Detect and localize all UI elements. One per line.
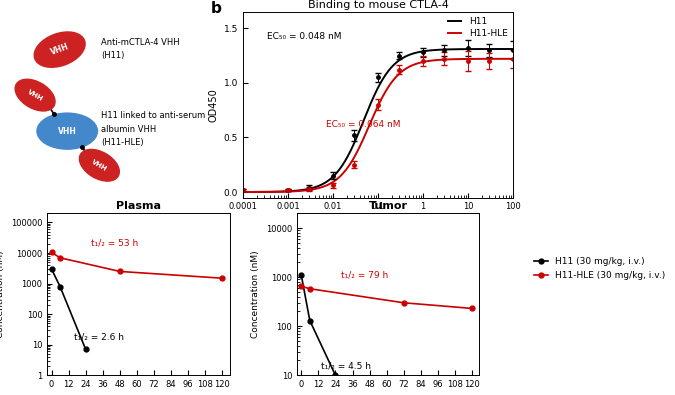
Text: (H11-HLE): (H11-HLE)	[101, 138, 144, 147]
Text: albumin VHH: albumin VHH	[101, 125, 157, 134]
Legend: H11 (30 mg/kg, i.v.), H11-HLE (30 mg/kg, i.v.): H11 (30 mg/kg, i.v.), H11-HLE (30 mg/kg,…	[533, 255, 667, 282]
Text: H11 linked to anti-serum: H11 linked to anti-serum	[101, 111, 205, 120]
Text: VHH: VHH	[49, 42, 70, 57]
Title: Plasma: Plasma	[116, 201, 161, 211]
Title: Tumor: Tumor	[369, 201, 408, 211]
Text: VHH: VHH	[58, 127, 77, 135]
Text: EC₅₀ = 0.064 nM: EC₅₀ = 0.064 nM	[326, 120, 400, 128]
Text: t₁/₂ = 2.6 h: t₁/₂ = 2.6 h	[74, 332, 124, 341]
Ellipse shape	[80, 149, 119, 181]
Legend: H11, H11-HLE: H11, H11-HLE	[447, 16, 508, 39]
Y-axis label: OD450: OD450	[208, 88, 218, 122]
Text: t₁/₂ = 4.5 h: t₁/₂ = 4.5 h	[321, 361, 371, 370]
Text: t₁/₂ = 79 h: t₁/₂ = 79 h	[341, 270, 388, 279]
Ellipse shape	[37, 113, 97, 149]
Y-axis label: Concentration (nM): Concentration (nM)	[251, 250, 261, 338]
Text: VHH: VHH	[26, 88, 44, 102]
Text: (H11): (H11)	[101, 51, 125, 60]
X-axis label: Concentration of drugs (nM): Concentration of drugs (nM)	[309, 217, 447, 227]
Text: b: b	[211, 1, 221, 16]
Ellipse shape	[15, 79, 55, 111]
Text: VHH: VHH	[90, 158, 108, 172]
Text: EC₅₀ = 0.048 nM: EC₅₀ = 0.048 nM	[267, 32, 342, 41]
Text: t₁/₂ = 53 h: t₁/₂ = 53 h	[91, 238, 138, 247]
Y-axis label: Concentration (nM): Concentration (nM)	[0, 250, 5, 338]
Ellipse shape	[34, 32, 85, 67]
Text: Anti-mCTLA-4 VHH: Anti-mCTLA-4 VHH	[101, 38, 180, 47]
Title: Binding to mouse CTLA-4: Binding to mouse CTLA-4	[308, 0, 448, 10]
